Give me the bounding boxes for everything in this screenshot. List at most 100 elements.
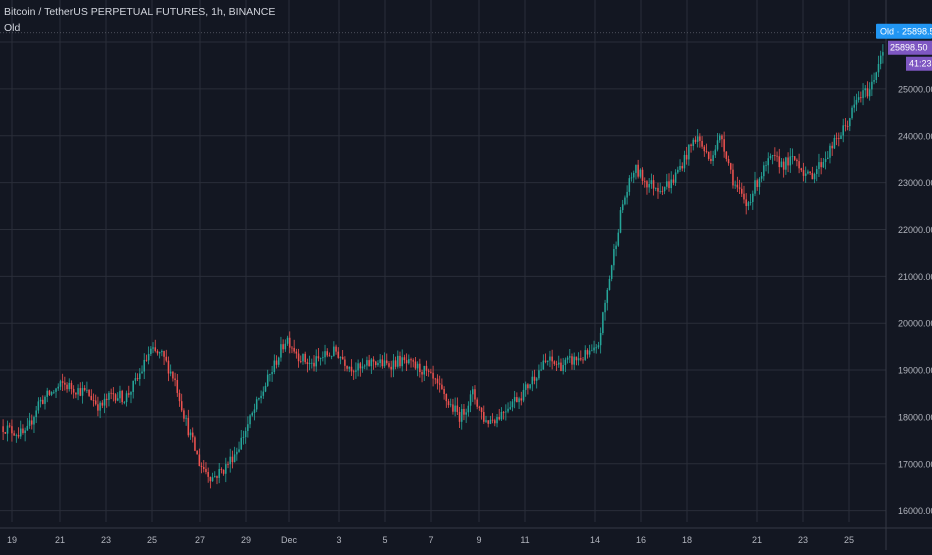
candle-body — [79, 388, 82, 396]
candle-body — [765, 165, 767, 167]
candle-body — [599, 333, 602, 346]
candle-body — [857, 97, 860, 100]
candle-body — [602, 312, 604, 334]
candle-body — [55, 388, 57, 392]
candle-body — [688, 144, 690, 160]
candle-body — [703, 146, 706, 152]
candle-body — [802, 170, 805, 176]
candle-body — [163, 351, 165, 357]
candle-body — [209, 476, 212, 482]
candle-body — [683, 154, 686, 169]
candle-body — [855, 99, 858, 105]
candle-body — [68, 382, 71, 390]
y-tick-label: 18000.00 — [898, 412, 932, 422]
candle-body — [368, 360, 370, 367]
candle-body — [363, 365, 366, 367]
candle-body — [348, 366, 351, 369]
x-tick-label: 21 — [752, 535, 762, 545]
candle-body — [851, 107, 853, 119]
candle-body — [774, 155, 776, 156]
candle-body — [141, 371, 143, 374]
candle-body — [15, 434, 18, 436]
candle-body — [705, 151, 708, 152]
candle-body — [862, 90, 864, 99]
candle-body — [57, 386, 59, 389]
candle-body — [39, 399, 42, 402]
candle-body — [811, 173, 814, 180]
candle-body — [306, 362, 309, 365]
candle-body — [560, 362, 562, 371]
candle-body — [6, 425, 9, 434]
candle-body — [491, 419, 494, 421]
y-tick-label: 22000.00 — [898, 225, 932, 235]
candle-body — [465, 412, 467, 415]
candle-body — [655, 187, 657, 189]
candle-body — [800, 168, 803, 171]
x-tick-label: 21 — [55, 535, 65, 545]
candle-body — [167, 360, 170, 374]
candle-body — [643, 180, 646, 182]
candle-body — [569, 356, 571, 358]
candle-body — [178, 392, 181, 402]
candle-body — [443, 389, 445, 394]
candle-body — [875, 72, 878, 80]
candle-body — [721, 135, 723, 140]
candle-body — [158, 352, 161, 354]
candle-body — [741, 188, 743, 194]
last-price-tag-text: 25898.50 — [890, 43, 928, 53]
candle-body — [538, 370, 540, 379]
candle-body — [333, 346, 335, 356]
indicator-label[interactable]: Old — [4, 22, 21, 34]
candle-body — [668, 181, 670, 189]
candle-body — [496, 417, 498, 424]
candle-body — [132, 380, 134, 392]
candle-body — [593, 347, 595, 351]
candle-body — [130, 391, 132, 395]
candle-body — [707, 151, 710, 159]
candle-body — [489, 419, 492, 424]
candle-body — [666, 181, 668, 187]
candle-body — [147, 353, 150, 361]
candle-body — [505, 411, 507, 413]
candle-body — [408, 359, 410, 364]
candle-body — [838, 138, 840, 140]
candle-body — [136, 378, 139, 380]
candle-body — [339, 356, 342, 358]
candle-body — [529, 384, 531, 389]
x-tick-label: 9 — [476, 535, 481, 545]
candle-body — [297, 353, 300, 362]
candle-body — [211, 477, 214, 482]
candle-body — [540, 369, 542, 371]
candle-body — [258, 398, 260, 400]
candle-body — [114, 394, 117, 401]
candle-body — [44, 396, 46, 404]
candle-body — [110, 392, 112, 394]
candle-body — [549, 356, 551, 361]
candle-body — [282, 344, 284, 350]
candle-body — [344, 359, 346, 366]
candle-body — [105, 398, 108, 400]
candle-body — [97, 404, 99, 411]
candle-body — [205, 468, 207, 473]
candle-body — [531, 376, 534, 385]
candle-body — [692, 139, 695, 146]
candle-body — [626, 191, 628, 198]
x-tick-label: 27 — [195, 535, 205, 545]
candle-body — [460, 408, 463, 422]
candle-body — [835, 137, 838, 139]
candle-body — [161, 351, 163, 353]
candle-body — [745, 199, 747, 206]
candle-body — [494, 420, 496, 424]
candle-body — [807, 171, 809, 174]
x-tick-label: 23 — [798, 535, 808, 545]
y-tick-label: 19000.00 — [898, 366, 932, 376]
candle-body — [793, 156, 796, 160]
candle-body — [617, 232, 620, 246]
candle-body — [714, 149, 717, 156]
candle-body — [430, 371, 432, 373]
candle-body — [423, 365, 426, 375]
candle-body — [763, 165, 765, 177]
candle-body — [608, 278, 611, 290]
